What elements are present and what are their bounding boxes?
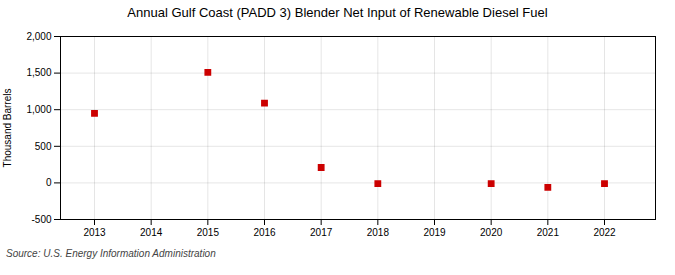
html-text:Annual Gulf Coast (PADD 3) Ble: Annual Gulf Coast (PADD 3) Blender Net I… xyxy=(127,5,548,20)
svg-text:2016: 2016 xyxy=(253,227,276,238)
svg-text:0: 0 xyxy=(46,177,52,188)
svg-text:Thousand Barrels: Thousand Barrels xyxy=(2,89,13,168)
svg-text:-500: -500 xyxy=(31,214,51,225)
svg-text:2019: 2019 xyxy=(423,227,446,238)
svg-text:2013: 2013 xyxy=(83,227,106,238)
html-text:Source: U.S. Energy Informatio: Source: U.S. Energy Information Administ… xyxy=(6,248,216,259)
svg-text:2018: 2018 xyxy=(367,227,390,238)
svg-text:2,000: 2,000 xyxy=(26,31,51,42)
svg-text:2020: 2020 xyxy=(480,227,503,238)
svg-text:500: 500 xyxy=(35,141,52,152)
svg-text:1,000: 1,000 xyxy=(26,104,51,115)
svg-text:2017: 2017 xyxy=(310,227,333,238)
svg-text:2022: 2022 xyxy=(593,227,616,238)
svg-text:2021: 2021 xyxy=(537,227,560,238)
svg-text:2014: 2014 xyxy=(140,227,163,238)
svg-text:1,500: 1,500 xyxy=(26,67,51,78)
svg-text:2015: 2015 xyxy=(197,227,220,238)
